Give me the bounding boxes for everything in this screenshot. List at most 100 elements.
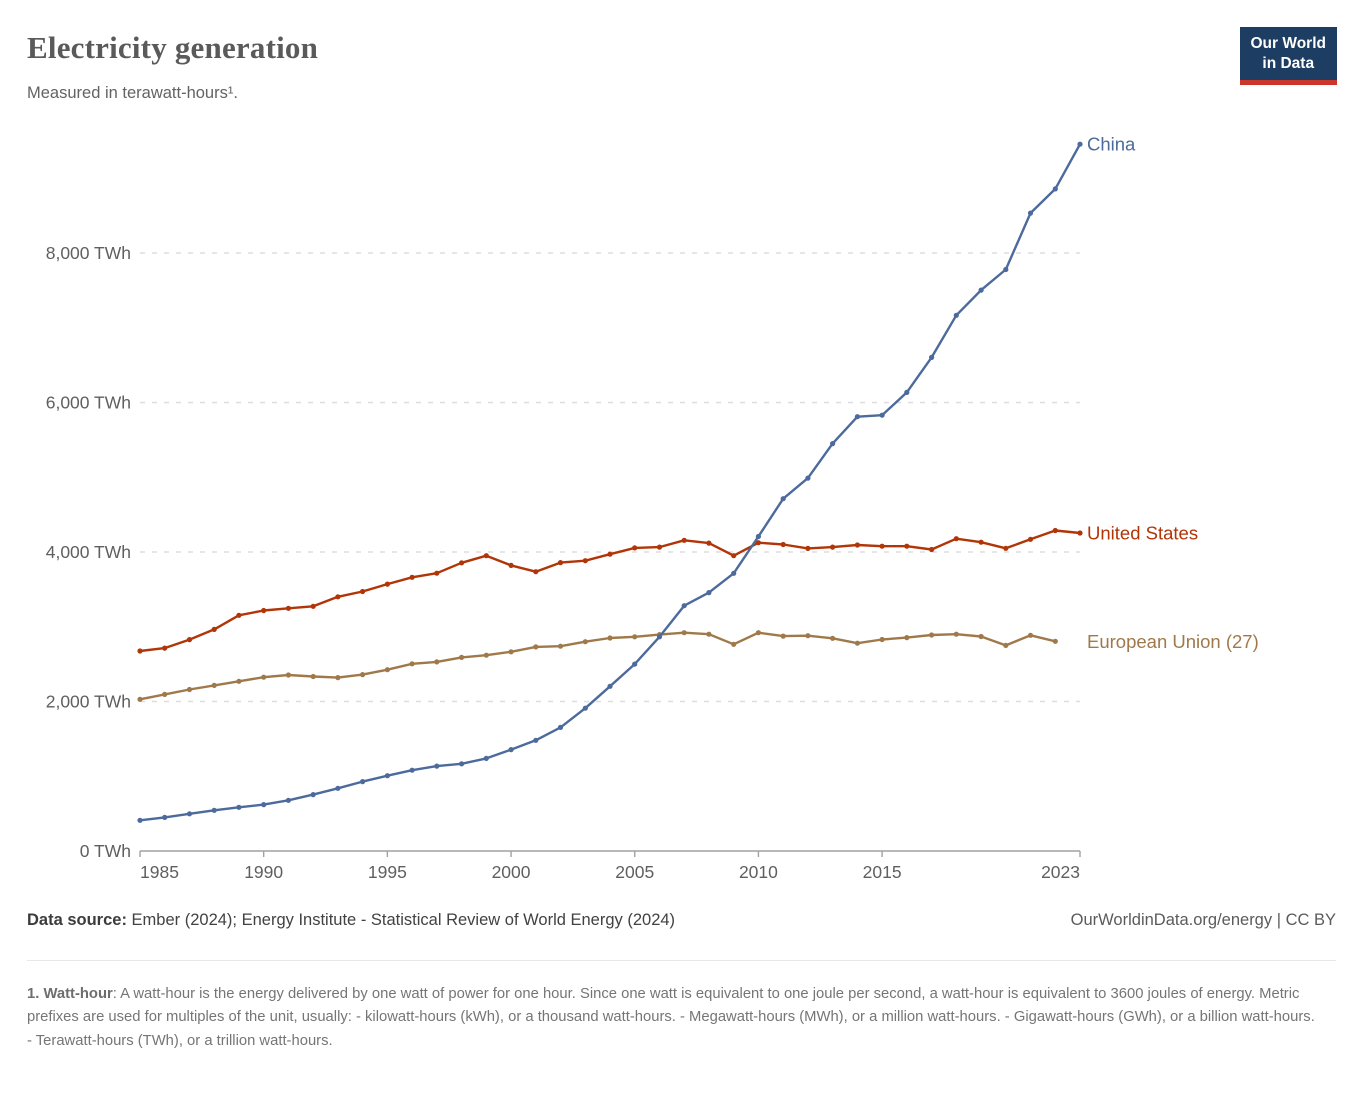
series-point-european-union-27 xyxy=(830,635,836,641)
series-point-china xyxy=(483,755,489,762)
series-point-china xyxy=(681,603,687,609)
series-point-european-union-27 xyxy=(162,691,168,698)
series-point-united-states xyxy=(706,540,712,546)
x-tick-label: 1985 xyxy=(140,862,179,882)
series-point-united-states xyxy=(854,542,861,548)
series-point-china xyxy=(904,389,910,395)
series-line-european-union-27 xyxy=(138,631,1057,701)
series-point-united-states xyxy=(879,543,885,549)
series-label-european-union-27: European Union (27) xyxy=(1087,631,1259,652)
series-point-european-union-27 xyxy=(1052,638,1058,644)
series-point-china xyxy=(335,785,341,791)
series-point-china xyxy=(409,767,415,773)
series-point-china xyxy=(929,354,935,360)
series-point-china xyxy=(607,683,613,689)
series-point-united-states xyxy=(434,570,440,576)
series-point-china xyxy=(236,804,242,810)
y-tick-label: 8,000 TWh xyxy=(46,243,131,263)
series-point-european-union-27 xyxy=(137,696,143,702)
x-tick-label: 2015 xyxy=(863,862,902,882)
series-point-united-states xyxy=(755,540,762,546)
data-source-value: Ember (2024); Energy Institute - Statist… xyxy=(131,911,676,929)
series-point-european-union-27 xyxy=(953,631,959,637)
series-point-united-states xyxy=(805,545,811,551)
series-point-united-states xyxy=(137,648,143,654)
series-point-united-states xyxy=(656,544,663,550)
series-point-china xyxy=(582,705,588,711)
series-point-china xyxy=(285,797,291,803)
series-point-united-states xyxy=(1027,536,1034,542)
series-point-united-states xyxy=(261,607,267,614)
series-point-china xyxy=(830,441,836,447)
series-point-european-union-27 xyxy=(186,686,193,693)
series-point-european-union-27 xyxy=(285,672,291,678)
footnote-text: : A watt-hour is the energy delivered by… xyxy=(27,986,1315,1049)
series-point-united-states xyxy=(953,536,959,542)
series-point-european-union-27 xyxy=(409,661,415,667)
series-point-china xyxy=(1003,266,1009,273)
owid-logo-line2: in Data xyxy=(1262,54,1315,72)
series-point-european-union-27 xyxy=(854,640,861,646)
series-point-european-union-27 xyxy=(731,641,737,647)
series-point-united-states xyxy=(285,605,291,611)
series-point-united-states xyxy=(607,551,613,557)
series-point-china xyxy=(879,412,885,418)
series-point-european-union-27 xyxy=(755,630,762,636)
series-point-european-union-27 xyxy=(582,639,588,645)
series-point-united-states xyxy=(236,612,242,618)
series-label-united-states: United States xyxy=(1087,523,1198,544)
series-point-european-union-27 xyxy=(211,682,217,689)
series-point-china xyxy=(854,414,861,420)
series-point-european-union-27 xyxy=(805,633,811,639)
series-point-european-union-27 xyxy=(360,672,366,678)
series-point-china xyxy=(1027,210,1034,216)
series-point-china xyxy=(384,773,390,779)
series-label-china: China xyxy=(1087,134,1136,155)
page-title: Electricity generation xyxy=(27,30,319,65)
series-point-china xyxy=(632,661,638,667)
series-point-european-union-27 xyxy=(434,659,440,665)
y-tick-label: 4,000 TWh xyxy=(46,542,131,562)
series-point-european-union-27 xyxy=(483,652,489,658)
license-text: OurWorldinData.org/energy | CC BY xyxy=(1070,911,1336,929)
data-source-text: Data source: Ember (2024); Energy Instit… xyxy=(27,911,675,930)
series-point-china xyxy=(137,817,143,823)
series-point-china xyxy=(459,761,465,767)
series-point-china xyxy=(780,496,786,502)
footnote-term: 1. Watt-hour xyxy=(27,986,113,1002)
y-tick-label: 6,000 TWh xyxy=(46,393,131,413)
series-point-china xyxy=(755,533,762,540)
series-point-united-states xyxy=(384,581,390,587)
series-point-china xyxy=(706,590,712,596)
series-point-european-union-27 xyxy=(1003,642,1009,649)
series-point-united-states xyxy=(830,544,836,550)
series-point-european-union-27 xyxy=(632,634,638,640)
series-point-european-union-27 xyxy=(607,635,613,641)
series-point-united-states xyxy=(731,553,737,559)
series-point-united-states xyxy=(904,543,910,549)
series-point-china xyxy=(360,779,366,785)
series-line-united-states xyxy=(138,529,1082,653)
x-tick-label: 2005 xyxy=(615,862,654,882)
owid-logo-line1: Our World xyxy=(1250,35,1327,52)
series-point-united-states xyxy=(483,553,489,559)
series-point-china xyxy=(978,287,984,293)
series-point-china xyxy=(310,792,316,798)
series-point-united-states xyxy=(335,594,341,600)
series-point-european-union-27 xyxy=(879,636,885,643)
series-point-european-union-27 xyxy=(557,643,564,649)
series-point-united-states xyxy=(681,537,687,543)
x-tick-label: 1990 xyxy=(244,862,283,882)
footer-divider xyxy=(27,960,1336,961)
series-point-united-states xyxy=(632,545,638,551)
series-point-china xyxy=(261,802,267,808)
series-point-european-union-27 xyxy=(929,632,935,638)
y-tick-label: 0 TWh xyxy=(80,841,131,861)
chart-footer: Data source: Ember (2024); Energy Instit… xyxy=(27,911,1336,930)
series-point-european-union-27 xyxy=(533,644,539,650)
series-point-china xyxy=(162,814,168,821)
series-point-united-states xyxy=(582,558,588,564)
series-point-china xyxy=(508,747,514,753)
series-point-united-states xyxy=(1052,527,1058,534)
